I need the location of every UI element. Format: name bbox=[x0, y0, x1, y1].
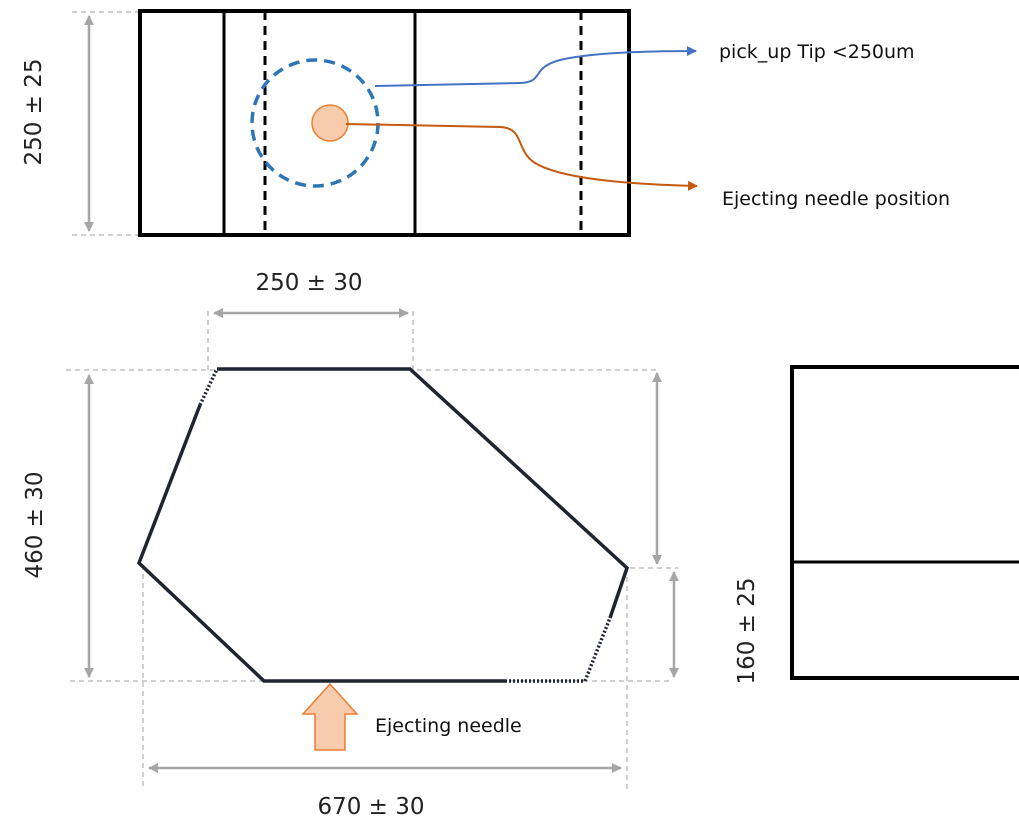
hexagon-width-label: 670 ± 30 bbox=[317, 794, 424, 820]
ejecting-needle-arrow-icon bbox=[301, 682, 359, 751]
side-view: 160 ± 25 bbox=[734, 365, 1019, 685]
pickup-tip-callout-line bbox=[374, 46, 697, 87]
hexagon-view: 250 ± 30 460 ± 30 Ejecting needle 670 ± … bbox=[22, 270, 679, 820]
pickup-tip-label: pick_up Tip <250um bbox=[719, 41, 915, 63]
hexagon-dotted-corner-top-left bbox=[198, 368, 219, 406]
top-view-chip-outline bbox=[138, 9, 631, 237]
pickup-tip-circle bbox=[250, 58, 380, 188]
ejecting-needle-position-label: Ejecting needle position bbox=[722, 188, 950, 210]
side-view-outline bbox=[790, 365, 1019, 680]
hexagon-outline-left bbox=[136, 404, 505, 683]
ejecting-needle-callout-line bbox=[345, 123, 698, 191]
ejecting-needle-position-dot bbox=[311, 104, 349, 142]
hexagon-dotted-corner-bottom-right bbox=[583, 617, 612, 682]
side-view-height-label: 160 ± 25 bbox=[734, 577, 760, 684]
hexagon-outline-right bbox=[217, 367, 630, 619]
top-view-height-label: 250 ± 25 bbox=[21, 58, 47, 165]
hexagon-top-width-label: 250 ± 30 bbox=[255, 270, 362, 296]
top-view: 250 ± 25 pick_up Tip <250um Ejecting nee… bbox=[21, 9, 950, 237]
hexagon-height-label: 460 ± 30 bbox=[22, 471, 48, 578]
ejecting-needle-label: Ejecting needle bbox=[375, 715, 522, 737]
